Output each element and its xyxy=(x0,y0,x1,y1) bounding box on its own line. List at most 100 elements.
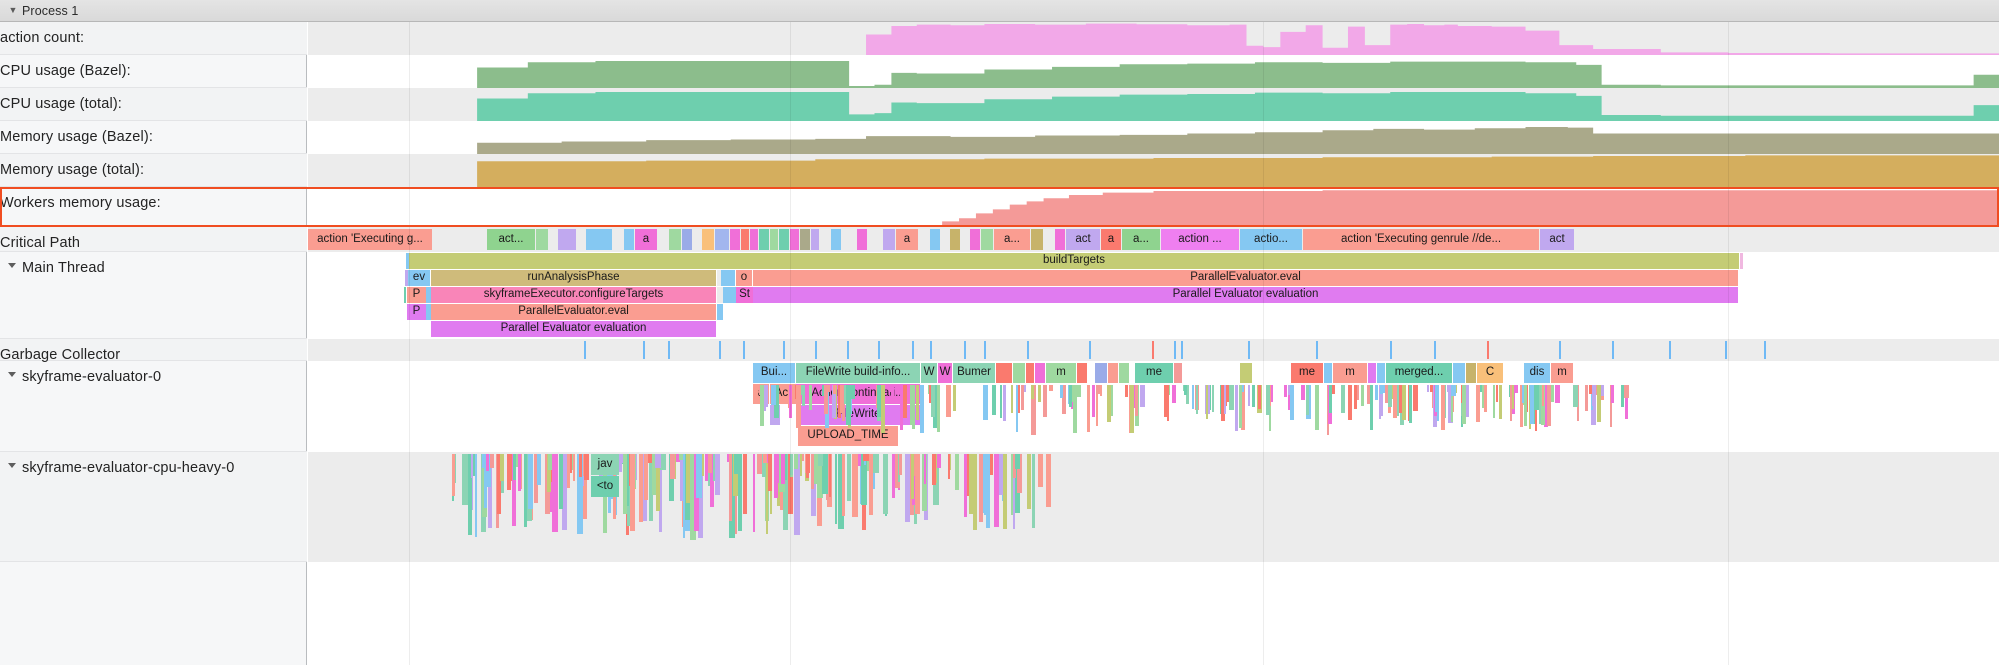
trace-slice[interactable] xyxy=(763,454,767,464)
trace-slice[interactable] xyxy=(1509,385,1512,422)
trace-slice[interactable] xyxy=(817,454,824,498)
chevron-down-icon[interactable] xyxy=(8,463,16,468)
trace-slice[interactable] xyxy=(877,385,881,418)
trace-slice[interactable] xyxy=(1167,385,1170,421)
trace-slice[interactable] xyxy=(584,454,590,480)
track-label-row[interactable]: CPU usage (Bazel): xyxy=(0,55,307,88)
trace-slice[interactable] xyxy=(1451,385,1456,397)
trace-slice[interactable]: act xyxy=(1540,229,1574,250)
trace-slice[interactable] xyxy=(794,454,798,470)
trace-slice[interactable] xyxy=(470,454,473,478)
trace-slice[interactable] xyxy=(682,454,686,539)
trace-slice[interactable] xyxy=(1408,385,1412,424)
gc-event-marker[interactable] xyxy=(1434,341,1436,359)
trace-slice[interactable] xyxy=(1251,385,1255,407)
trace-slice[interactable] xyxy=(811,229,819,250)
gc-event-marker[interactable] xyxy=(912,341,914,359)
trace-slice[interactable] xyxy=(900,385,903,431)
trace-slice[interactable] xyxy=(512,454,516,527)
trace-slice[interactable] xyxy=(880,385,886,434)
trace-slice[interactable] xyxy=(572,454,575,481)
trace-slice[interactable] xyxy=(669,229,681,250)
trace-slice[interactable] xyxy=(981,229,993,250)
trace-slice[interactable] xyxy=(767,454,773,491)
trace-slice[interactable] xyxy=(1013,363,1025,383)
trace-slice[interactable] xyxy=(481,454,486,469)
trace-slice[interactable] xyxy=(1388,385,1392,407)
trace-slice[interactable] xyxy=(1513,385,1518,394)
trace-slice[interactable]: ev xyxy=(408,270,430,286)
trace-slice[interactable]: Bui... xyxy=(753,363,795,383)
trace-slice[interactable] xyxy=(952,385,957,412)
trace-slice[interactable] xyxy=(1002,454,1007,529)
trace-slice[interactable] xyxy=(1585,385,1589,411)
trace-slice[interactable]: o xyxy=(736,270,752,286)
trace-slice[interactable] xyxy=(562,454,568,530)
trace-slice[interactable] xyxy=(1530,385,1535,424)
trace-slice[interactable] xyxy=(810,454,815,490)
trace-slice[interactable] xyxy=(643,454,649,500)
trace-slice[interactable] xyxy=(1448,385,1453,424)
trace-slice[interactable] xyxy=(1481,385,1485,408)
gc-event-marker[interactable] xyxy=(719,341,721,359)
trace-slice[interactable] xyxy=(1367,385,1372,404)
trace-slice[interactable] xyxy=(869,454,873,516)
trace-slice[interactable] xyxy=(1413,385,1418,412)
track-label-row[interactable]: Garbage Collector xyxy=(0,339,307,363)
trace-slice[interactable] xyxy=(809,385,812,411)
trace-slice[interactable] xyxy=(1393,385,1398,419)
trace-slice[interactable] xyxy=(717,304,723,320)
trace-slice[interactable] xyxy=(1073,385,1077,434)
trace-slice[interactable] xyxy=(916,385,920,421)
trace-slice[interactable] xyxy=(527,454,534,510)
trace-slice[interactable]: runAnalysisPhase xyxy=(431,270,716,286)
trace-slice[interactable] xyxy=(497,454,501,515)
trace-slice[interactable] xyxy=(1479,385,1483,392)
trace-slice[interactable] xyxy=(741,229,749,250)
trace-slice[interactable] xyxy=(558,454,564,509)
trace-slice[interactable] xyxy=(1429,385,1435,392)
trace-slice[interactable] xyxy=(1069,385,1073,407)
trace-slice[interactable] xyxy=(846,385,852,426)
trace-slice[interactable] xyxy=(1012,454,1017,479)
trace-slice[interactable] xyxy=(579,454,583,477)
track-label-row[interactable]: CPU usage (total): xyxy=(0,88,307,121)
trace-slice[interactable] xyxy=(989,454,994,476)
trace-slice[interactable] xyxy=(723,287,736,303)
trace-slice[interactable] xyxy=(765,385,769,407)
trace-slice[interactable] xyxy=(781,454,785,485)
trace-slice[interactable] xyxy=(624,229,634,250)
track-canvas[interactable] xyxy=(308,88,1999,121)
trace-slice[interactable] xyxy=(702,229,714,250)
trace-slice[interactable] xyxy=(1224,385,1229,402)
trace-slice[interactable]: jav xyxy=(591,454,619,475)
trace-slice[interactable] xyxy=(1475,385,1481,423)
trace-slice[interactable] xyxy=(558,229,576,250)
trace-slice[interactable] xyxy=(861,454,867,505)
track-canvas[interactable]: jav <to xyxy=(308,452,1999,562)
trace-slice[interactable] xyxy=(613,229,623,250)
trace-slice[interactable] xyxy=(1030,385,1035,400)
trace-slice[interactable] xyxy=(474,454,477,537)
gc-event-marker[interactable] xyxy=(964,341,966,359)
trace-slice[interactable] xyxy=(710,454,715,507)
trace-slice[interactable] xyxy=(753,454,756,532)
gc-event-marker[interactable] xyxy=(1725,341,1727,359)
trace-slice[interactable] xyxy=(654,454,661,469)
trace-slice[interactable] xyxy=(617,454,623,472)
trace-slice[interactable] xyxy=(852,454,858,517)
trace-slice[interactable] xyxy=(717,270,721,286)
trace-slice[interactable] xyxy=(972,454,977,530)
trace-slice[interactable] xyxy=(832,385,837,394)
trace-slice[interactable] xyxy=(890,385,895,401)
trace-slice[interactable]: me xyxy=(1135,363,1173,383)
trace-slice[interactable] xyxy=(933,385,938,428)
track-canvas[interactable] xyxy=(308,187,1999,227)
track-label-row[interactable]: skyframe-evaluator-0 xyxy=(0,361,307,452)
trace-slice[interactable] xyxy=(1465,385,1470,418)
trace-slice[interactable] xyxy=(1609,385,1613,427)
trace-slice[interactable] xyxy=(1031,454,1035,529)
trace-slice[interactable] xyxy=(1399,385,1402,414)
trace-slice[interactable] xyxy=(1498,385,1503,419)
trace-slice[interactable]: W xyxy=(938,363,952,383)
